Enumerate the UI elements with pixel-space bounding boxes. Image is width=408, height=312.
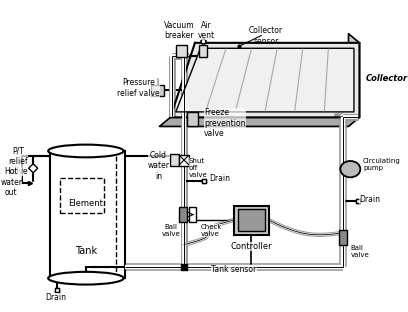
Polygon shape bbox=[171, 43, 359, 117]
Polygon shape bbox=[348, 34, 359, 117]
Text: Circulating
pump: Circulating pump bbox=[363, 158, 401, 171]
Ellipse shape bbox=[48, 272, 124, 285]
Text: Drain: Drain bbox=[45, 293, 66, 302]
Text: Air
vent: Air vent bbox=[198, 21, 215, 41]
Polygon shape bbox=[29, 164, 38, 173]
Bar bbox=[180, 207, 187, 222]
Bar bbox=[176, 45, 187, 57]
Text: Cold
water
in: Cold water in bbox=[148, 151, 170, 181]
Bar bbox=[237, 209, 265, 231]
Polygon shape bbox=[160, 117, 359, 126]
Ellipse shape bbox=[340, 161, 360, 177]
Text: Freeze
prevention
valve: Freeze prevention valve bbox=[204, 108, 246, 138]
Text: Collector: Collector bbox=[366, 74, 408, 83]
Ellipse shape bbox=[48, 145, 124, 157]
Text: Tank sensor: Tank sensor bbox=[211, 266, 257, 275]
Text: Ball
valve: Ball valve bbox=[162, 224, 181, 237]
Text: Collector
sensor: Collector sensor bbox=[249, 27, 283, 46]
Polygon shape bbox=[176, 48, 354, 112]
Bar bbox=[49, 151, 125, 278]
Text: Vacuum
breaker: Vacuum breaker bbox=[164, 21, 195, 41]
Bar bbox=[171, 154, 180, 166]
Bar bbox=[234, 206, 268, 235]
Bar bbox=[339, 230, 347, 245]
Text: Tank: Tank bbox=[75, 246, 97, 256]
Text: P/T
relief
valve: P/T relief valve bbox=[7, 146, 28, 176]
Bar bbox=[187, 112, 197, 126]
Text: Drain: Drain bbox=[209, 174, 231, 183]
Bar bbox=[200, 45, 207, 57]
Text: Check
valve: Check valve bbox=[200, 224, 222, 237]
Text: Ball
valve: Ball valve bbox=[350, 245, 369, 258]
Text: Controller: Controller bbox=[231, 242, 272, 251]
Bar bbox=[188, 207, 196, 222]
Bar bbox=[60, 178, 104, 213]
Text: Pressure
relief valve: Pressure relief valve bbox=[117, 78, 160, 98]
Text: Element: Element bbox=[69, 199, 103, 208]
Text: Shut
off
valve: Shut off valve bbox=[188, 158, 207, 178]
Text: Drain: Drain bbox=[359, 195, 380, 204]
Text: Hot
water
out: Hot water out bbox=[0, 167, 22, 197]
Bar bbox=[151, 85, 164, 95]
Bar bbox=[179, 155, 189, 166]
